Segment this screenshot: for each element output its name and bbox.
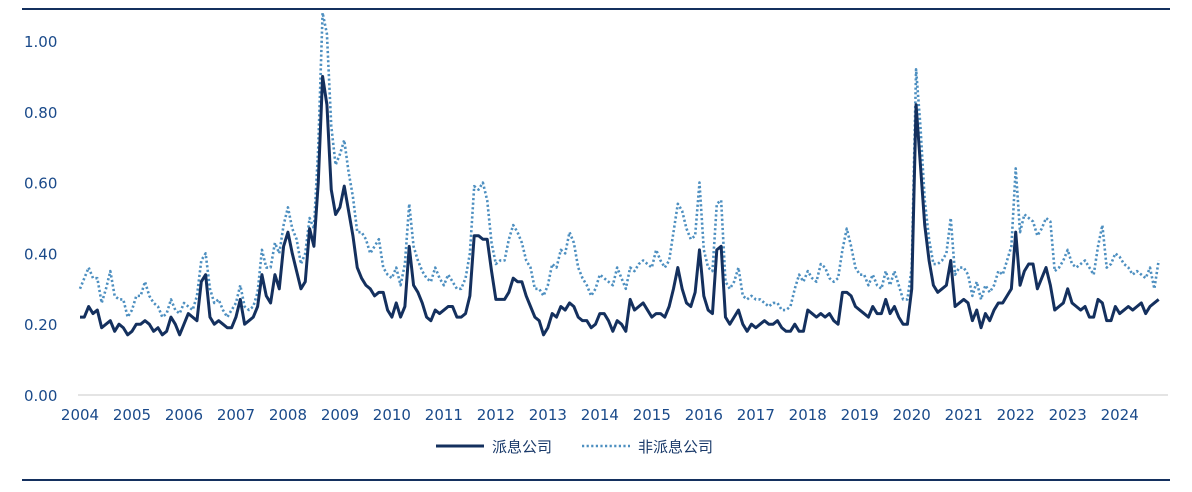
x-tick-label: 2006 bbox=[165, 406, 203, 424]
x-tick-label: 2013 bbox=[529, 406, 567, 424]
x-tick-label: 2011 bbox=[425, 406, 463, 424]
y-tick-label: 0.80 bbox=[24, 104, 57, 122]
x-tick-label: 2018 bbox=[789, 406, 827, 424]
x-tick-label: 2009 bbox=[321, 406, 359, 424]
legend-label-non-dividend: 非派息公司 bbox=[638, 438, 713, 456]
x-tick-label: 2012 bbox=[477, 406, 515, 424]
x-tick-label: 2014 bbox=[581, 406, 619, 424]
y-axis-ticks: 0.00 0.20 0.40 0.60 0.80 1.00 bbox=[24, 33, 57, 405]
x-tick-label: 2010 bbox=[373, 406, 411, 424]
y-tick-label: 0.60 bbox=[24, 175, 57, 193]
y-tick-label: 0.40 bbox=[24, 245, 57, 263]
x-tick-label: 2017 bbox=[737, 406, 775, 424]
x-tick-label: 2023 bbox=[1049, 406, 1087, 424]
x-tick-label: 2005 bbox=[113, 406, 151, 424]
series-line-dividend bbox=[80, 74, 1160, 337]
x-tick-label: 2020 bbox=[893, 406, 931, 424]
x-tick-label: 2004 bbox=[61, 406, 99, 424]
x-tick-label: 2022 bbox=[997, 406, 1035, 424]
x-tick-label: 2007 bbox=[217, 406, 255, 424]
x-tick-label: 2015 bbox=[633, 406, 671, 424]
y-tick-label: 0.20 bbox=[24, 316, 57, 334]
x-tick-label: 2019 bbox=[841, 406, 879, 424]
x-axis-ticks: 2004 2005 2006 2007 2008 2009 2010 2011 2012 2013… bbox=[61, 406, 1139, 424]
y-tick-label: 1.00 bbox=[24, 33, 57, 51]
series-group bbox=[78, 11, 1160, 337]
x-tick-label: 2021 bbox=[945, 406, 983, 424]
x-tick-label: 2008 bbox=[269, 406, 307, 424]
series-line-non-dividend bbox=[78, 11, 1160, 319]
legend: 派息公司 非派息公司 bbox=[436, 438, 713, 456]
x-tick-label: 2016 bbox=[685, 406, 723, 424]
y-tick-label: 0.00 bbox=[24, 387, 57, 405]
x-tick-label: 2024 bbox=[1101, 406, 1139, 424]
legend-label-dividend: 派息公司 bbox=[492, 438, 552, 456]
